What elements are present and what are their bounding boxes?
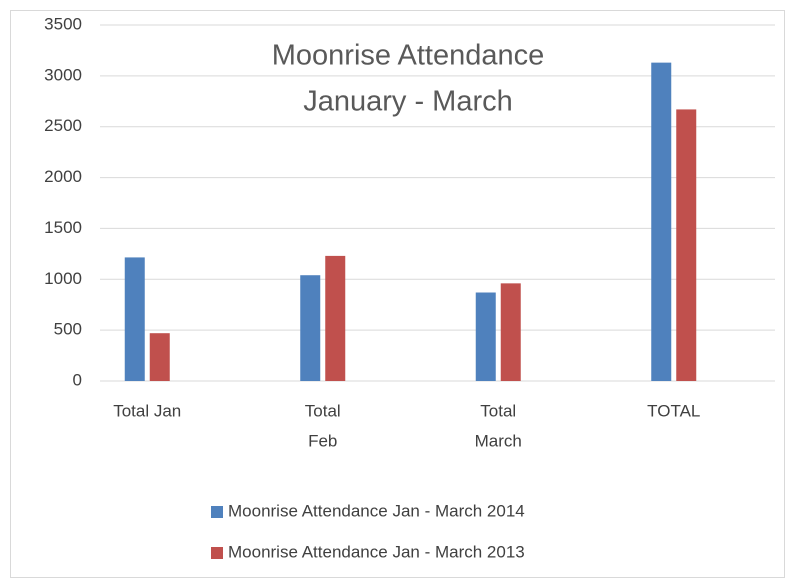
x-tick-label: Total [480,401,516,420]
chart-title: Moonrise Attendance [272,40,544,72]
y-tick-label: 1000 [44,269,82,288]
y-tick-label: 500 [54,320,82,339]
bar [325,255,346,381]
bar [475,292,496,381]
bar [300,275,321,381]
x-tick-label: Total [305,401,341,420]
bar [651,62,672,382]
y-tick-label: 2500 [44,116,82,135]
y-tick-label: 2000 [44,167,82,186]
bar [124,257,145,381]
y-tick-label: 1500 [44,218,82,237]
x-tick-label: TOTAL [647,401,700,420]
chart-title: January - March [303,86,513,118]
legend-swatch [211,547,223,559]
legend-label: Moonrise Attendance Jan - March 2014 [228,501,525,520]
x-tick-label: Total Jan [113,401,181,420]
bar [149,333,170,381]
x-tick-label: Feb [308,431,337,450]
y-tick-label: 3000 [44,65,82,84]
x-tick-label: March [475,431,522,450]
y-tick-label: 0 [73,370,82,389]
bar [676,109,697,382]
legend-swatch [211,506,223,518]
y-tick-label: 3500 [44,14,82,33]
legend-label: Moonrise Attendance Jan - March 2013 [228,542,525,561]
bar [500,283,521,381]
